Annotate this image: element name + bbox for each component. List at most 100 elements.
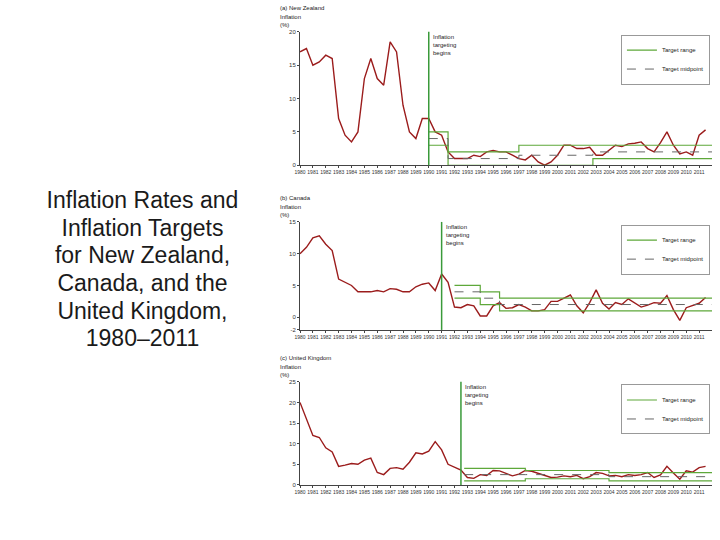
svg-text:1993: 1993 — [462, 489, 473, 495]
svg-text:1985: 1985 — [359, 169, 370, 175]
svg-text:2007: 2007 — [642, 489, 653, 495]
svg-text:1981: 1981 — [307, 489, 318, 495]
svg-text:1984: 1984 — [346, 489, 357, 495]
svg-text:0: 0 — [292, 314, 296, 320]
svg-text:1997: 1997 — [513, 489, 524, 495]
svg-text:Target midpoint: Target midpoint — [662, 256, 703, 262]
svg-text:1996: 1996 — [500, 334, 511, 340]
svg-text:(a) New Zealand: (a) New Zealand — [280, 5, 324, 11]
svg-text:2009: 2009 — [668, 334, 679, 340]
svg-text:1988: 1988 — [397, 334, 408, 340]
svg-text:5: 5 — [292, 283, 296, 289]
svg-text:1982: 1982 — [320, 334, 331, 340]
svg-text:2010: 2010 — [681, 169, 692, 175]
svg-text:1999: 1999 — [539, 489, 550, 495]
svg-text:1998: 1998 — [526, 334, 537, 340]
svg-text:1983: 1983 — [333, 489, 344, 495]
svg-text:1997: 1997 — [513, 334, 524, 340]
svg-text:1993: 1993 — [462, 169, 473, 175]
svg-text:1998: 1998 — [526, 489, 537, 495]
svg-text:Inflationtargetingbegins: Inflationtargetingbegins — [465, 384, 488, 406]
svg-text:20: 20 — [289, 29, 296, 35]
svg-text:1988: 1988 — [397, 169, 408, 175]
svg-text:2001: 2001 — [565, 334, 576, 340]
svg-text:1981: 1981 — [307, 169, 318, 175]
svg-text:1998: 1998 — [526, 169, 537, 175]
svg-text:1984: 1984 — [346, 169, 357, 175]
svg-text:Inflation(%): Inflation(%) — [280, 14, 301, 28]
svg-text:2008: 2008 — [655, 489, 666, 495]
svg-text:1985: 1985 — [359, 489, 370, 495]
svg-text:2004: 2004 — [603, 489, 614, 495]
svg-text:2008: 2008 — [655, 169, 666, 175]
svg-text:25: 25 — [289, 379, 296, 385]
svg-text:1995: 1995 — [488, 169, 499, 175]
svg-text:2003: 2003 — [591, 169, 602, 175]
svg-text:10: 10 — [289, 251, 296, 257]
svg-text:1994: 1994 — [475, 489, 486, 495]
svg-text:2007: 2007 — [642, 334, 653, 340]
svg-text:2003: 2003 — [591, 334, 602, 340]
svg-text:2005: 2005 — [616, 334, 627, 340]
svg-text:2005: 2005 — [616, 489, 627, 495]
svg-text:1991: 1991 — [436, 489, 447, 495]
svg-text:2000: 2000 — [552, 169, 563, 175]
svg-text:1994: 1994 — [475, 334, 486, 340]
svg-text:5: 5 — [292, 461, 296, 467]
svg-text:Inflationtargetingbegins: Inflationtargetingbegins — [446, 224, 469, 246]
svg-text:1984: 1984 — [346, 334, 357, 340]
svg-text:1986: 1986 — [372, 489, 383, 495]
svg-text:1988: 1988 — [397, 489, 408, 495]
svg-text:0: 0 — [292, 162, 296, 168]
svg-text:1980: 1980 — [294, 334, 305, 340]
svg-text:Target range: Target range — [662, 397, 696, 403]
svg-text:1985: 1985 — [359, 334, 370, 340]
svg-text:15: 15 — [289, 62, 296, 68]
svg-text:1986: 1986 — [372, 334, 383, 340]
svg-text:2010: 2010 — [681, 489, 692, 495]
svg-text:5: 5 — [292, 129, 296, 135]
svg-text:1994: 1994 — [475, 169, 486, 175]
svg-text:2008: 2008 — [655, 334, 666, 340]
svg-text:1992: 1992 — [449, 169, 460, 175]
svg-text:15: 15 — [289, 219, 296, 225]
svg-text:1990: 1990 — [423, 334, 434, 340]
svg-text:20: 20 — [289, 400, 296, 406]
svg-text:1989: 1989 — [410, 489, 421, 495]
svg-text:2004: 2004 — [603, 334, 614, 340]
svg-text:2002: 2002 — [578, 334, 589, 340]
svg-text:1995: 1995 — [488, 489, 499, 495]
svg-text:2006: 2006 — [629, 334, 640, 340]
svg-text:Inflation(%): Inflation(%) — [280, 364, 301, 378]
svg-text:2005: 2005 — [616, 169, 627, 175]
svg-text:1992: 1992 — [449, 334, 460, 340]
svg-text:(c) United Kingdom: (c) United Kingdom — [280, 355, 331, 361]
svg-text:1989: 1989 — [410, 334, 421, 340]
svg-text:Target midpoint: Target midpoint — [662, 416, 703, 422]
svg-text:2001: 2001 — [565, 169, 576, 175]
svg-text:Inflation(%): Inflation(%) — [280, 204, 301, 218]
svg-text:2000: 2000 — [552, 489, 563, 495]
svg-text:Inflationtargetingbegins: Inflationtargetingbegins — [433, 34, 456, 56]
svg-text:1982: 1982 — [320, 489, 331, 495]
svg-text:2003: 2003 — [591, 489, 602, 495]
svg-text:2009: 2009 — [668, 169, 679, 175]
svg-text:1982: 1982 — [320, 169, 331, 175]
svg-text:2011: 2011 — [694, 334, 705, 340]
svg-text:1990: 1990 — [423, 169, 434, 175]
svg-text:Target midpoint: Target midpoint — [662, 66, 703, 72]
svg-text:1991: 1991 — [436, 334, 447, 340]
svg-text:1987: 1987 — [385, 334, 396, 340]
svg-text:2000: 2000 — [552, 334, 563, 340]
svg-text:1980: 1980 — [294, 489, 305, 495]
svg-text:-2: -2 — [290, 327, 296, 333]
svg-text:1999: 1999 — [539, 169, 550, 175]
svg-text:1983: 1983 — [333, 334, 344, 340]
svg-text:1989: 1989 — [410, 169, 421, 175]
svg-text:1999: 1999 — [539, 334, 550, 340]
svg-text:1980: 1980 — [294, 169, 305, 175]
svg-text:2006: 2006 — [629, 169, 640, 175]
svg-text:Target range: Target range — [662, 47, 696, 53]
svg-text:1992: 1992 — [449, 489, 460, 495]
svg-text:2006: 2006 — [629, 489, 640, 495]
